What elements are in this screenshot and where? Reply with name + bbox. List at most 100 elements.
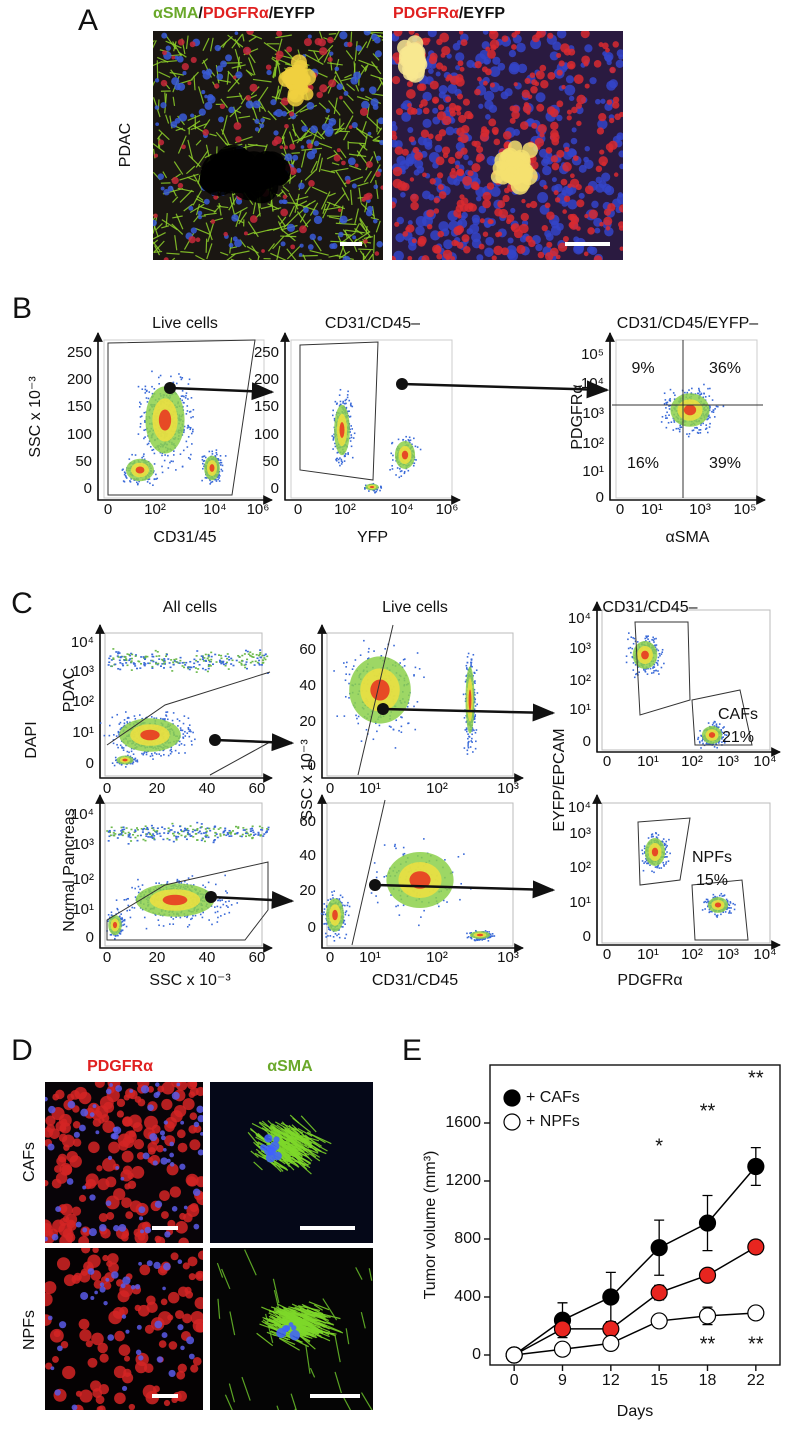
event <box>171 670 174 672</box>
event <box>172 712 175 714</box>
event <box>251 653 254 655</box>
fiber <box>308 1301 330 1311</box>
cell <box>618 111 623 118</box>
event <box>350 434 353 436</box>
fiber <box>283 213 299 229</box>
cell <box>329 243 335 249</box>
cell <box>170 1252 179 1261</box>
cell <box>223 231 228 237</box>
cell <box>339 31 348 40</box>
event <box>249 651 252 654</box>
fiber <box>231 250 250 256</box>
event <box>164 454 166 456</box>
fiber <box>205 238 208 253</box>
cell <box>482 80 488 86</box>
fiber <box>292 1117 312 1133</box>
event <box>169 461 171 464</box>
fiber <box>344 115 354 131</box>
cell <box>220 60 227 68</box>
cell <box>456 199 465 208</box>
event <box>230 663 233 665</box>
fiber <box>241 1376 251 1401</box>
event <box>259 656 262 659</box>
cell <box>163 1262 171 1271</box>
cell <box>524 77 531 85</box>
cell <box>336 83 344 90</box>
cell <box>313 215 323 225</box>
fiber <box>334 58 340 74</box>
event <box>408 436 411 439</box>
cell <box>254 127 260 132</box>
cell <box>486 182 495 190</box>
y-tick-label: 150 <box>67 398 92 415</box>
cell <box>584 213 589 219</box>
y-tick-label: 10³ <box>569 640 591 657</box>
cell <box>261 249 265 253</box>
cell <box>49 1128 60 1139</box>
cell <box>138 1355 144 1361</box>
cell <box>182 1313 193 1324</box>
event <box>708 409 711 412</box>
fiber <box>175 213 184 230</box>
cell <box>325 126 334 135</box>
event <box>191 443 193 445</box>
cell <box>138 1261 142 1266</box>
cell <box>155 122 160 127</box>
cell <box>339 215 348 224</box>
cell <box>328 118 337 126</box>
cell <box>569 173 575 179</box>
event <box>185 394 187 397</box>
event <box>332 448 334 450</box>
cell <box>531 79 538 86</box>
cell <box>108 1141 120 1154</box>
cell <box>158 1340 167 1348</box>
cell <box>593 60 602 68</box>
event <box>259 651 262 654</box>
cell <box>568 48 576 56</box>
fiber <box>326 153 337 160</box>
cell <box>535 92 546 103</box>
cell <box>510 223 521 233</box>
row-label: Normal Pancreas <box>61 808 78 932</box>
fiber <box>185 35 189 49</box>
event <box>380 486 382 488</box>
cell <box>157 1311 172 1325</box>
event <box>155 478 157 480</box>
cell <box>407 220 413 226</box>
event <box>182 737 185 739</box>
cell <box>438 221 449 232</box>
event <box>189 410 192 413</box>
event <box>139 426 142 428</box>
cell <box>313 140 320 147</box>
cell <box>188 1273 196 1281</box>
fiber <box>248 257 253 260</box>
event <box>128 653 131 656</box>
event <box>396 467 399 469</box>
event <box>143 429 145 432</box>
cell <box>228 106 235 114</box>
cell <box>422 91 432 102</box>
event <box>669 388 672 391</box>
fiber <box>285 1146 301 1159</box>
event <box>416 446 419 448</box>
cell <box>537 123 547 134</box>
event <box>207 665 210 668</box>
event <box>332 439 335 441</box>
cell <box>455 164 460 170</box>
event <box>707 387 709 390</box>
cell <box>134 1284 141 1290</box>
fiber <box>328 254 339 258</box>
cell <box>188 1124 198 1134</box>
y-tick-label: 250 <box>67 344 92 361</box>
micrograph-content <box>45 1248 203 1410</box>
cell <box>616 134 622 141</box>
cell <box>573 236 580 243</box>
event <box>699 429 702 431</box>
cell <box>182 1262 190 1270</box>
event <box>144 385 147 388</box>
event <box>195 655 198 657</box>
cell <box>509 61 520 73</box>
event <box>709 406 711 408</box>
x-tick-label: 10⁵ <box>734 501 757 518</box>
cell <box>87 1268 95 1275</box>
